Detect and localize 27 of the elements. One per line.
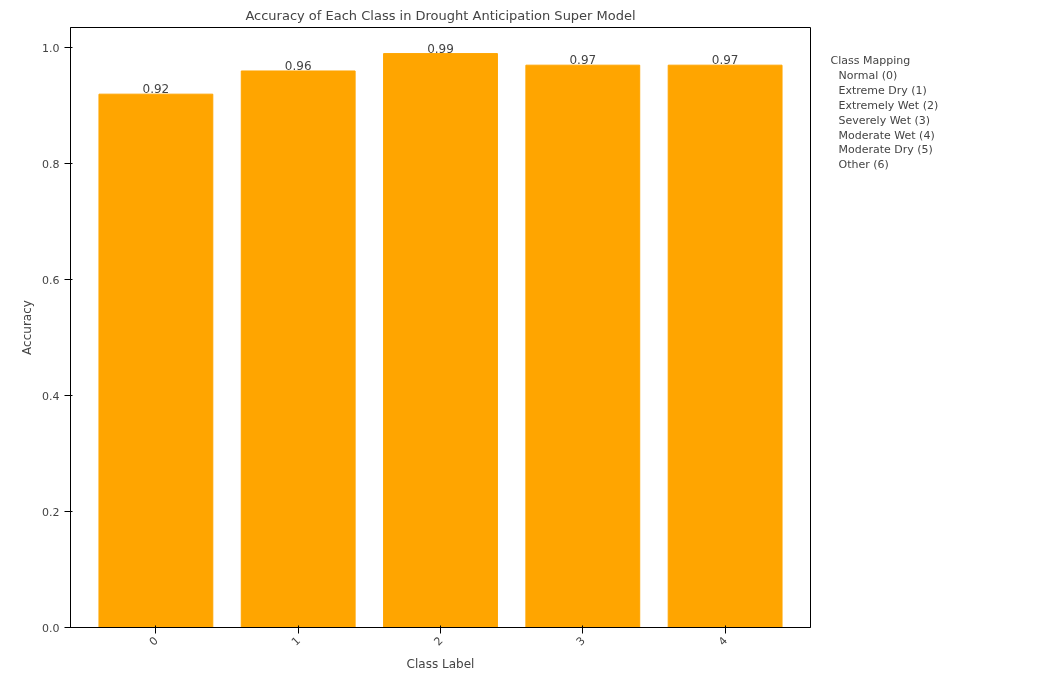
y-axis-title: Accuracy — [20, 300, 35, 355]
x-axis-title: Class Label — [406, 657, 475, 672]
text: Moderate Wet (4) — [838, 128, 935, 142]
y-tick-label: 0.2 — [42, 505, 60, 519]
y-tick-label: 0.8 — [42, 157, 60, 171]
x-tick-label: 4 — [715, 634, 731, 649]
text: Extremely Wet (2) — [838, 99, 939, 113]
text: Other (6) — [838, 158, 889, 172]
data-label: 0.97 — [711, 53, 739, 68]
y-tick-label: 0.4 — [42, 389, 60, 403]
text: Moderate Dry (5) — [838, 143, 933, 157]
data-label: 0.92 — [142, 82, 170, 97]
text: Extreme Dry (1) — [838, 84, 927, 98]
text: Normal (0) — [838, 69, 898, 83]
data-label: 0.96 — [284, 58, 312, 73]
y-tick-label: 0.0 — [42, 621, 60, 635]
x-tick-label: 3 — [573, 634, 588, 649]
y-tick-label: 1.0 — [42, 41, 60, 55]
chart-title: Accuracy of Each Class in Drought Anticipation Super Model — [245, 7, 636, 23]
x-tick-label: 1 — [289, 634, 304, 649]
data-label: 0.97 — [569, 53, 597, 68]
x-tick-label: 0 — [146, 634, 161, 649]
x-tick-label: 2 — [431, 634, 446, 649]
text: Severely Wet (3) — [838, 113, 931, 127]
data-label: 0.99 — [427, 41, 454, 56]
legend-title: Class Mapping — [830, 53, 911, 67]
y-tick-label: 0.6 — [42, 273, 60, 287]
